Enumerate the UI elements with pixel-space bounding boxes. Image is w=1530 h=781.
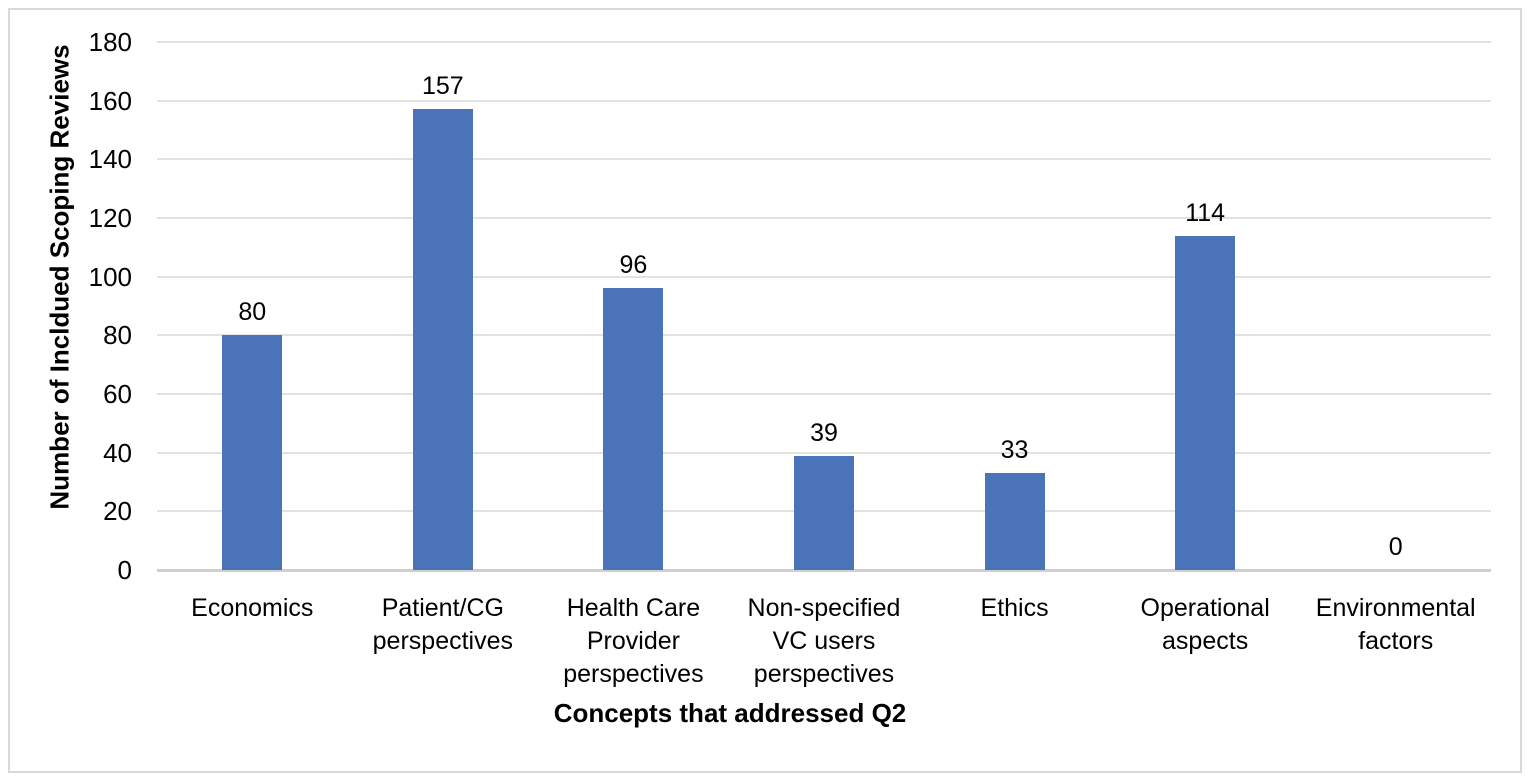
x-category-label: Environmental factors	[1315, 594, 1476, 655]
gridline	[157, 393, 1491, 395]
bar	[1175, 235, 1236, 570]
x-category-label: Non-specified VC users perspectives	[747, 594, 901, 688]
bar	[412, 109, 473, 570]
bar	[603, 288, 664, 570]
y-tick-label: 20	[103, 496, 132, 527]
bar-value-label: 96	[619, 251, 648, 280]
bar-value-label: 80	[238, 298, 267, 327]
gridline	[157, 275, 1491, 278]
gridline	[157, 41, 1491, 43]
x-axis-baseline	[157, 569, 1491, 572]
bar-value-label: 39	[810, 418, 838, 447]
bar	[794, 455, 854, 570]
x-category-label: Ethics	[980, 594, 1049, 622]
bar	[984, 473, 1045, 570]
x-category-label: Economics	[191, 594, 314, 622]
gridline	[157, 99, 1491, 102]
gridline	[157, 158, 1491, 161]
bar-value-label: 114	[1185, 198, 1226, 227]
y-tick-label: 80	[103, 320, 132, 351]
bar-value-label: 157	[421, 72, 464, 101]
y-tick-label: 160	[88, 85, 132, 116]
x-category-label: Patient/CG perspectives	[372, 594, 514, 655]
y-tick-label: 0	[117, 555, 132, 585]
bar	[222, 335, 283, 570]
x-category-label: Operational aspects	[1140, 594, 1270, 655]
y-tick-label: 60	[103, 379, 132, 409]
bar-value-label: 0	[1388, 533, 1403, 561]
y-tick-label: 100	[88, 261, 132, 292]
y-tick-label: 180	[88, 27, 132, 57]
gridline	[157, 451, 1491, 454]
y-tick-label: 140	[88, 144, 132, 175]
x-category-label: Health Care Provider perspectives	[563, 594, 704, 688]
gridline	[157, 334, 1491, 337]
gridline	[157, 217, 1491, 219]
x-axis-title: Concepts that addressed Q2	[553, 698, 907, 728]
y-tick-label: 40	[103, 437, 132, 468]
y-tick-label: 120	[88, 203, 132, 233]
bar-value-label: 33	[1000, 436, 1029, 465]
